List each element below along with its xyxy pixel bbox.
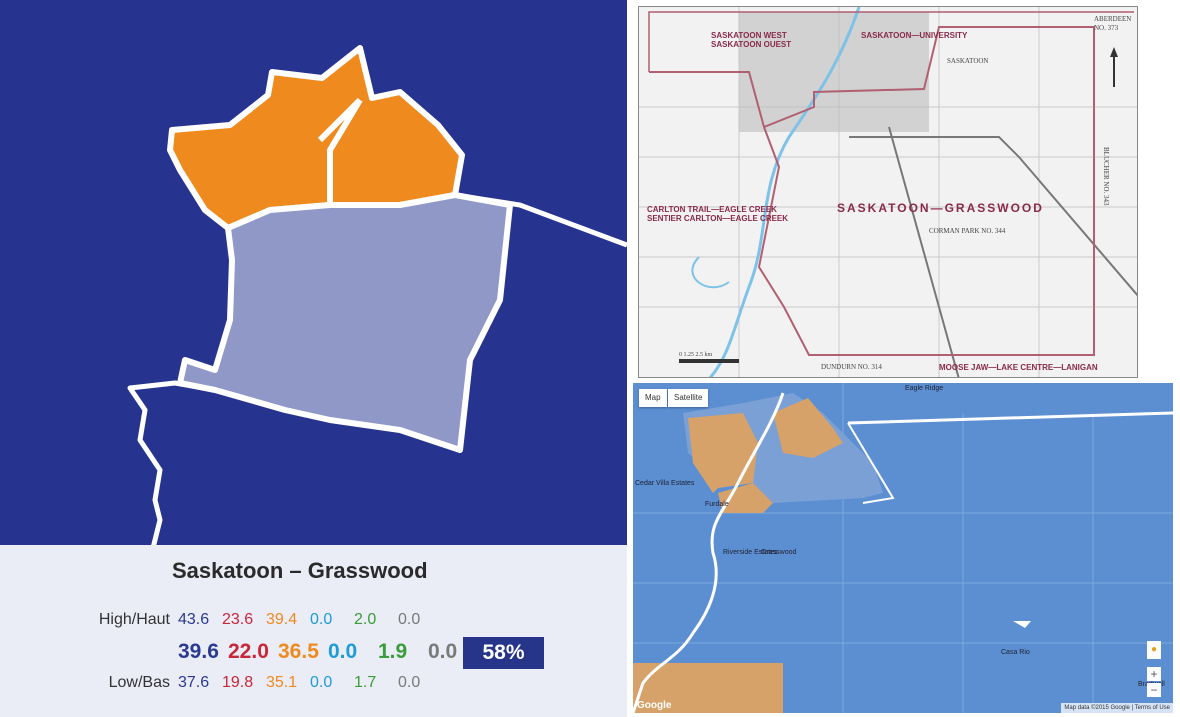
place-grasswood: Grasswood xyxy=(761,549,797,556)
map-type-satellite-button[interactable]: Satellite xyxy=(668,389,709,407)
boundary-line xyxy=(454,192,627,248)
orange-region xyxy=(167,45,465,231)
high-gpc: 2.0 xyxy=(354,611,377,628)
riding-projection-panel: Saskatoon – Grasswood High/Haut 43.6 23.… xyxy=(0,0,627,717)
label-moose-jaw: MOOSE JAW—LAKE CENTRE—LANIGAN xyxy=(939,363,1098,372)
map-type-map-button[interactable]: Map xyxy=(639,389,667,407)
high-bq: 0.0 xyxy=(310,611,333,628)
high-ndp: 39.4 xyxy=(266,611,298,628)
label-saskatoon-university: SASKATOON—UNIVERSITY xyxy=(861,31,968,40)
river-line xyxy=(127,380,216,545)
riding-name: Saskatoon – Grasswood xyxy=(172,558,428,583)
high-row: High/Haut 43.6 23.6 39.4 0.0 2.0 0.0 xyxy=(0,611,442,629)
high-cpc: 43.6 xyxy=(178,611,210,628)
street-view-pegman-icon[interactable]: ● xyxy=(1147,641,1161,659)
projected-gpc: 1.9 xyxy=(378,640,408,663)
high-label: High/Haut xyxy=(98,611,170,628)
map-attribution: Map data ©2015 Google | Terms of Use xyxy=(1061,703,1173,713)
terms-link[interactable]: Terms of Use xyxy=(1134,705,1170,711)
label-aberdeen: ABERDEEN NO. 373 xyxy=(1094,15,1132,32)
place-cedar-villa: Cedar Villa Estates xyxy=(635,480,695,487)
zoom-in-button[interactable]: + xyxy=(1147,667,1161,681)
high-lpc: 23.6 xyxy=(222,611,254,628)
projected-cpc: 39.6 xyxy=(178,640,219,663)
projected-row: 39.6 22.0 36.5 0.0 1.9 0.0 xyxy=(0,640,478,664)
low-lpc: 19.8 xyxy=(222,674,254,691)
label-corman-park: CORMAN PARK NO. 344 xyxy=(929,227,1006,235)
low-row: Low/Bas 37.6 19.8 35.1 0.0 1.7 0.0 xyxy=(0,674,442,692)
high-other: 0.0 xyxy=(398,611,421,628)
label-blucher: BLUCHER NO. 343 xyxy=(1102,147,1110,206)
low-bq: 0.0 xyxy=(310,674,333,691)
stats-box xyxy=(0,545,627,717)
projected-other: 0.0 xyxy=(428,640,458,663)
projected-lpc: 22.0 xyxy=(228,640,269,663)
place-eagle-ridge: Eagle Ridge xyxy=(905,385,944,392)
google-logo: Google xyxy=(637,700,672,711)
place-casa-rio: Casa Rio xyxy=(1001,649,1030,656)
low-cpc: 37.6 xyxy=(178,674,210,691)
attribution-text: Map data ©2015 Google xyxy=(1064,705,1130,711)
place-furdale: Furdale xyxy=(705,501,729,508)
google-poll-map[interactable]: Map Satellite Cedar Villa Estates Furdal… xyxy=(633,383,1173,713)
label-saskatoon: SASKATOON xyxy=(947,57,989,65)
place-riverside-estates: Riverside Estates xyxy=(723,549,778,556)
label-dundurn: DUNDURN NO. 314 xyxy=(821,363,882,371)
grasswood-riding-region xyxy=(177,192,513,453)
low-label: Low/Bas xyxy=(108,674,170,691)
scale-bar-label: 0 1.25 2.5 km xyxy=(679,352,713,358)
official-district-map: SASKATOON WEST SASKATOON OUEST SASKATOON… xyxy=(638,6,1138,378)
low-gpc: 1.7 xyxy=(354,674,377,691)
label-carlton-trail: CARLTON TRAIL—EAGLE CREEK SENTIER CARLTO… xyxy=(647,205,789,223)
label-saskatoon-grasswood: SASKATOON—GRASSWOOD xyxy=(837,201,1044,215)
label-saskatoon-west: SASKATOON WEST SASKATOON OUEST xyxy=(711,31,792,49)
projected-bq: 0.0 xyxy=(328,640,358,663)
low-ndp: 35.1 xyxy=(266,674,298,691)
win-probability-badge: 58% xyxy=(463,637,544,669)
projected-ndp: 36.5 xyxy=(278,640,319,663)
riding-shape-map xyxy=(0,0,627,545)
zoom-out-button[interactable]: − xyxy=(1147,683,1161,697)
low-other: 0.0 xyxy=(398,674,421,691)
